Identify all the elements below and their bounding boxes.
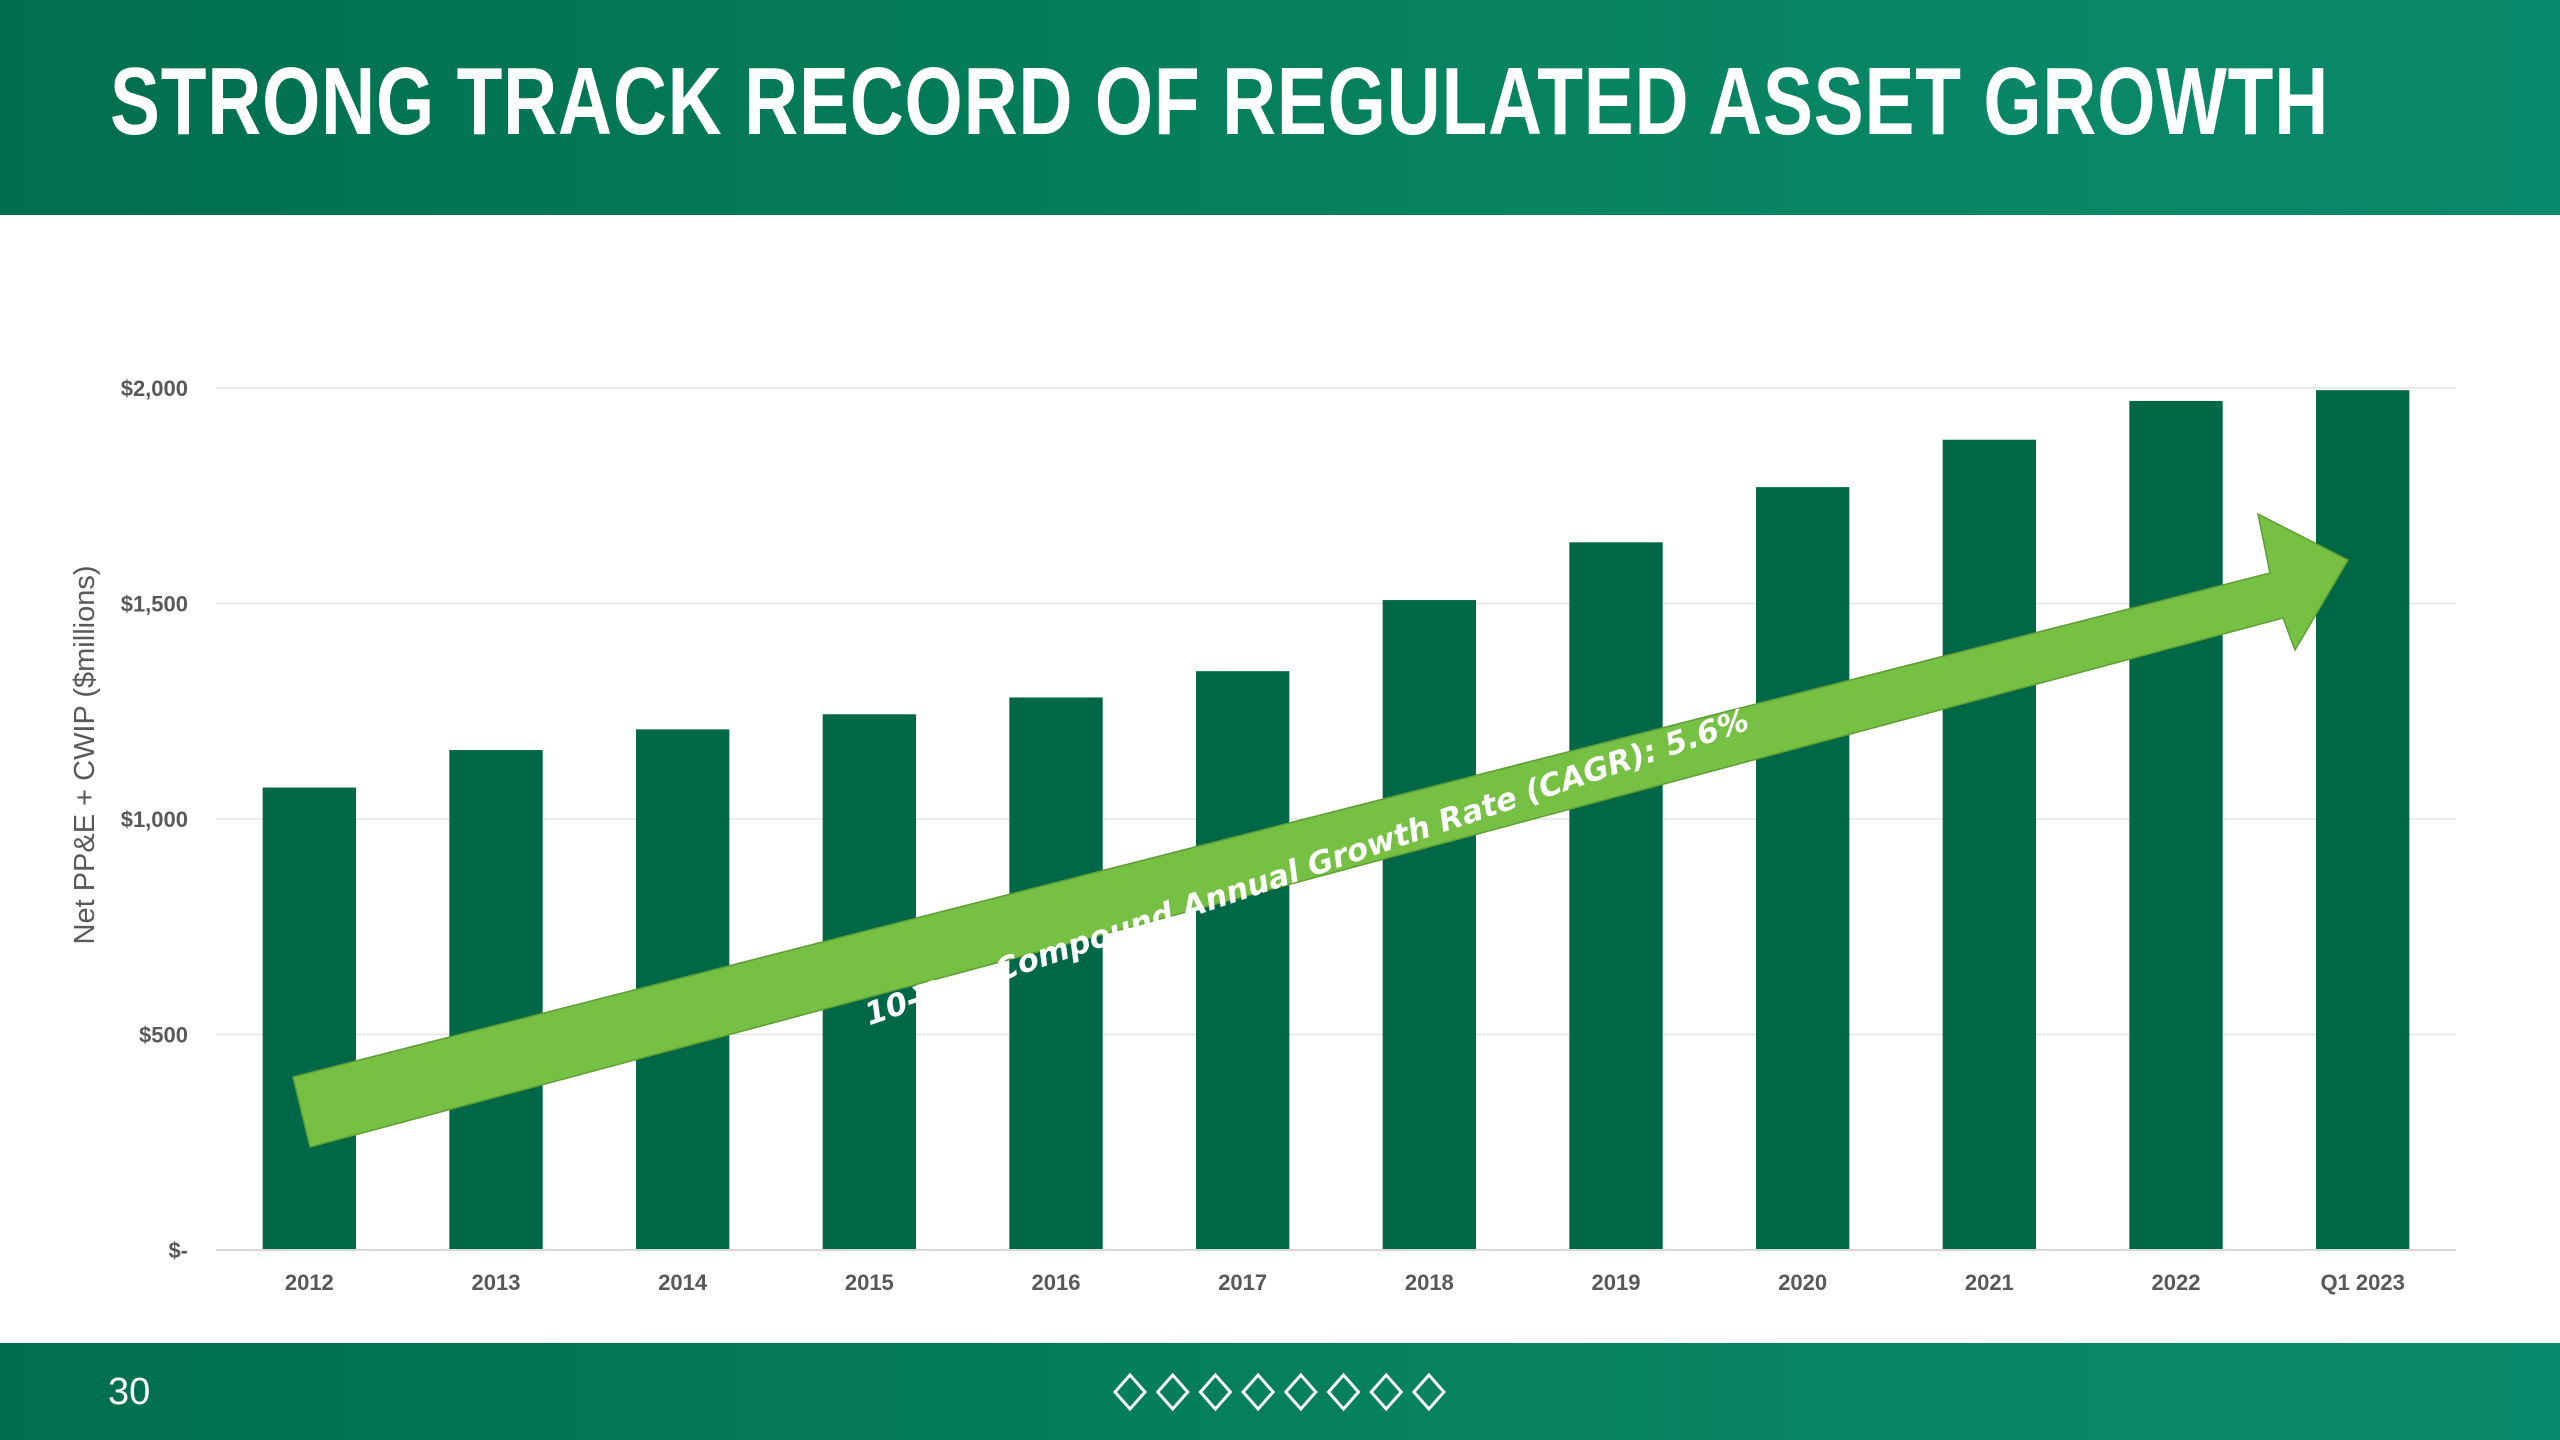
x-tick-label: 2021 [1965, 1270, 2014, 1295]
gridlines [216, 387, 2456, 1036]
x-tick-label: 2018 [1405, 1270, 1454, 1295]
x-tick-label: 2014 [658, 1270, 708, 1295]
diamond-icon [1326, 1372, 1361, 1412]
x-axis-ticks: 2012 2013 2014 2015 2016 2017 2018 2019 2020 2021… [285, 1270, 2405, 1295]
y-tick-label: $2,000 [121, 376, 188, 401]
slide-header: STRONG TRACK RECORD OF REGULATED ASSET G… [0, 0, 2560, 215]
diamond-icon [1241, 1372, 1276, 1412]
diamond-icon [1283, 1372, 1318, 1412]
diamond-icon [1411, 1372, 1446, 1412]
cagr-arrow: 10-Year Compound Annual Growth Rate (CAG… [292, 512, 2350, 1148]
bar [2129, 400, 2223, 1250]
diamond-icon [1198, 1372, 1233, 1412]
diamond-icon [1113, 1372, 1148, 1412]
page-number: 30 [108, 1371, 151, 1413]
x-tick-label: 2012 [285, 1270, 334, 1295]
cagr-arrow-shape [292, 512, 2350, 1148]
bar [262, 787, 356, 1250]
y-tick-label: $1,000 [121, 807, 188, 832]
bar [1009, 697, 1103, 1250]
bar [2316, 390, 2410, 1250]
bar [1942, 439, 2036, 1251]
bar [1569, 542, 1663, 1250]
bar [1756, 487, 1850, 1250]
y-axis-ticks: $- $500 $1,000 $1,500 $2,000 [121, 376, 188, 1263]
bar [449, 750, 543, 1250]
x-tick-label: 2019 [1592, 1270, 1641, 1295]
x-tick-label: 2017 [1218, 1270, 1267, 1295]
x-tick-label: 2015 [845, 1270, 894, 1295]
bar [1196, 671, 1290, 1250]
x-tick-label: 2013 [472, 1270, 521, 1295]
y-axis-title: Net PP&E + CWIP ($millions) [69, 566, 101, 945]
bar-chart: $-$500$1,000$1,500$2,000 2012 2013 2014 201… [69, 376, 2456, 1295]
x-tick-label: 2020 [1778, 1270, 1827, 1295]
page-title: STRONG TRACK RECORD OF REGULATED ASSET G… [110, 48, 2330, 155]
slide-footer: 30 [0, 1343, 2560, 1440]
x-tick-label: Q1 2023 [2320, 1270, 2404, 1295]
diamond-icon [1155, 1372, 1190, 1412]
x-tick-label: 2016 [1032, 1270, 1081, 1295]
y-tick-label: $- [168, 1238, 188, 1263]
y-tick-label: $500 [139, 1023, 188, 1048]
y-tick-label: $1,500 [121, 592, 188, 617]
diamond-icon [1369, 1372, 1404, 1412]
diamond-decoration [1113, 1372, 1446, 1412]
x-tick-label: 2022 [2152, 1270, 2201, 1295]
bar [1382, 600, 1476, 1250]
